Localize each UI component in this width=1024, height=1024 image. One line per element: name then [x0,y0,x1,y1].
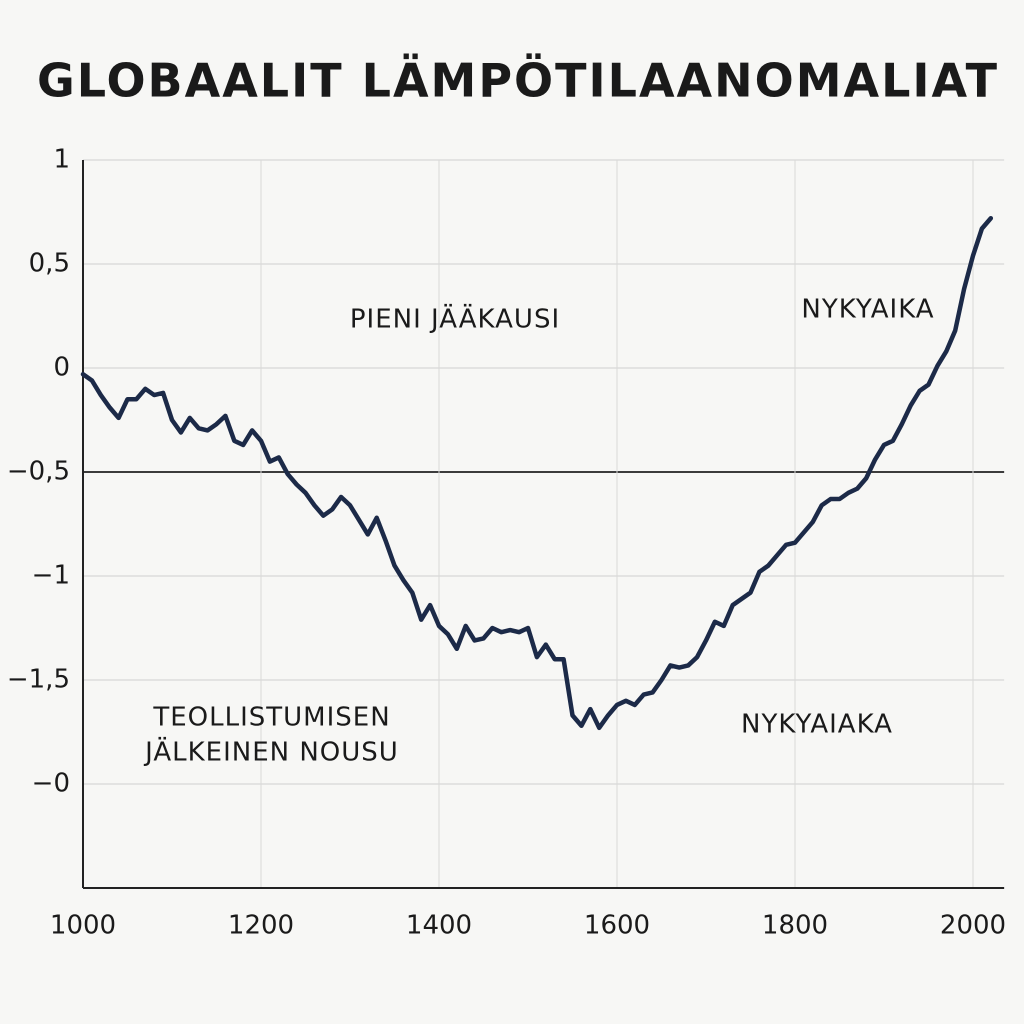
x-tick-label: 1800 [762,911,828,941]
y-tick-label: 0 [53,353,70,383]
annotation: PIENI JÄÄKAUSI [350,303,560,335]
y-tick-label: −0,5 [7,457,70,487]
y-tick-label: 0,5 [29,249,70,279]
annotation: TEOLLISTUMISEN [152,703,390,733]
data-line [80,215,994,731]
y-tick-label: 1 [53,145,70,175]
x-tick-label: 1000 [50,911,116,941]
y-tick-label: −0 [32,769,70,799]
x-tick-label: 2000 [940,911,1006,941]
annotation: NYKYAIAKA [741,710,893,740]
x-tick-label: 1600 [584,911,650,941]
y-tick-label: −1,5 [7,665,70,695]
y-tick-label: −1 [32,561,70,591]
annotation: JÄLKEINEN NOUSU [143,736,399,768]
annotation: NYKYAIKA [801,295,934,325]
x-tick-label: 1200 [228,911,294,941]
x-tick-label: 1400 [406,911,472,941]
chart-title: GLOBAALIT LÄMPÖTILAANOMALIAT [37,54,999,108]
